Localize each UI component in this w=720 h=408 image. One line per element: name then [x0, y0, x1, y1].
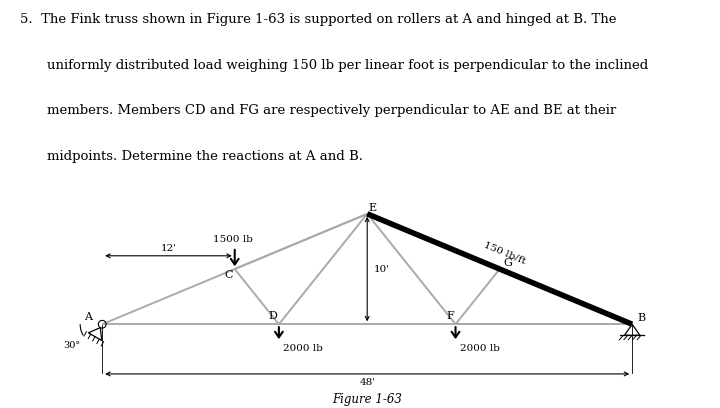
Text: 2000 lb: 2000 lb: [283, 344, 323, 353]
Text: 30°: 30°: [63, 341, 80, 350]
Text: A: A: [84, 312, 92, 322]
Text: C: C: [224, 270, 233, 280]
Text: 48': 48': [359, 378, 375, 387]
Text: 12': 12': [161, 244, 176, 253]
Text: Figure 1-63: Figure 1-63: [332, 392, 402, 406]
Text: E: E: [369, 203, 377, 213]
Text: 5.  The Fink truss shown in Figure 1-63 is supported on rollers at A and hinged : 5. The Fink truss shown in Figure 1-63 i…: [20, 13, 616, 26]
Text: midpoints. Determine the reactions at A and B.: midpoints. Determine the reactions at A …: [47, 150, 363, 163]
Text: 1500 lb: 1500 lb: [212, 235, 253, 244]
Text: D: D: [269, 311, 278, 322]
Text: F: F: [446, 311, 454, 322]
Text: 10': 10': [374, 264, 390, 273]
Text: 2000 lb: 2000 lb: [460, 344, 500, 353]
Text: G: G: [503, 258, 512, 268]
Text: B: B: [638, 313, 646, 323]
Text: uniformly distributed load weighing 150 lb per linear foot is perpendicular to t: uniformly distributed load weighing 150 …: [47, 59, 648, 72]
Text: members. Members CD and FG are respectively perpendicular to AE and BE at their: members. Members CD and FG are respectiv…: [47, 104, 616, 118]
Text: 150 lb/ft: 150 lb/ft: [482, 239, 527, 265]
